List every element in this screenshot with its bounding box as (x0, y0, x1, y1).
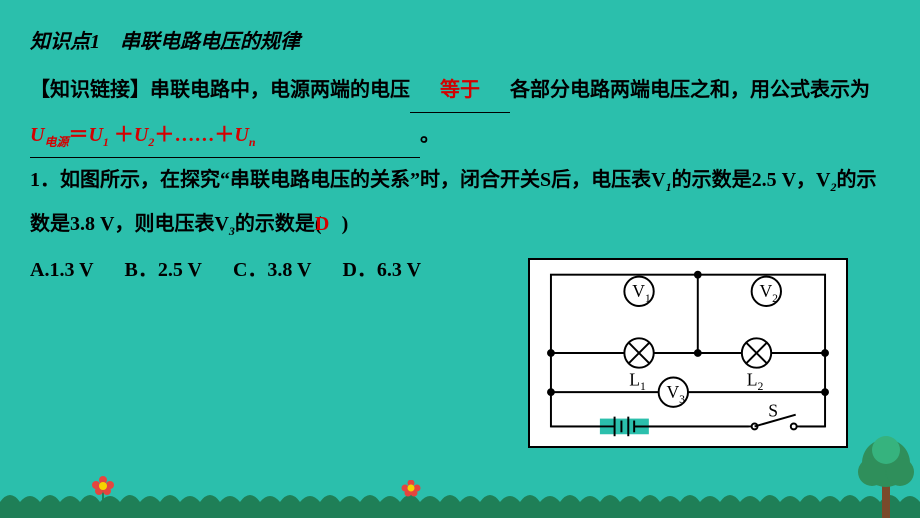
para1-c: 。 (420, 124, 440, 146)
flower-deco-2 (400, 480, 422, 504)
f-u2: U (134, 124, 148, 146)
q1-b: 的示数是2.5 V，V (672, 169, 831, 191)
q1-a: 1．如图所示，在探究“串联电路电压的关系”时，闭合开关S后，电压表V (30, 169, 666, 191)
question-1: 1．如图所示，在探究“串联电路电压的关系”时，闭合开关S后，电压表V1的示数是2… (30, 158, 890, 246)
blank-1-answer: 等于 (440, 79, 480, 101)
q1-answer: D (315, 202, 329, 246)
f-eq: ＝ (68, 124, 88, 146)
f-u1: U (88, 124, 102, 146)
para1-b: 各部分电路两端电压之和，用公式表示为 (510, 79, 870, 101)
paren-close: ) (342, 213, 349, 235)
option-d: D．6.3 V (342, 259, 421, 281)
blank-2: U电源＝U1 ＋U2＋……＋Un (30, 113, 420, 158)
option-c: C．3.8 V (233, 259, 312, 281)
f-u: U (30, 124, 44, 146)
tree-deco (856, 428, 916, 518)
q1-paren: (D ) (315, 202, 351, 246)
blank-2-answer: U电源＝U1 ＋U2＋……＋Un (30, 124, 256, 146)
section-heading: 知识点1 串联电路电压的规律 (30, 20, 890, 64)
f-mid: ＋……＋ (154, 124, 234, 146)
f-p1: ＋ (114, 124, 134, 146)
f-u-sub: 电源 (44, 135, 68, 149)
option-b: B．2.5 V (125, 259, 202, 281)
grass-deco (0, 488, 920, 518)
knowledge-link-paragraph: 【知识链接】串联电路中，电源两端的电压等于各部分电路两端电压之和，用公式表示为 … (30, 68, 890, 158)
f-un: U (234, 124, 248, 146)
circ-l1: L1 (629, 369, 646, 393)
circuit-diagram: V1 V2 V3 L1 L2 S (528, 258, 848, 448)
para1-a: 【知识链接】串联电路中，电源两端的电压 (30, 79, 410, 101)
f-u1-sub: 1 (103, 135, 109, 149)
circ-l2: L2 (747, 369, 764, 393)
option-a: A.1.3 V (30, 259, 94, 281)
f-un-sub: n (249, 135, 256, 149)
flower-deco-1 (90, 476, 116, 504)
circ-s: S (768, 401, 778, 421)
q1-d: 的示数是 (235, 213, 315, 235)
blank-1: 等于 (410, 68, 510, 113)
